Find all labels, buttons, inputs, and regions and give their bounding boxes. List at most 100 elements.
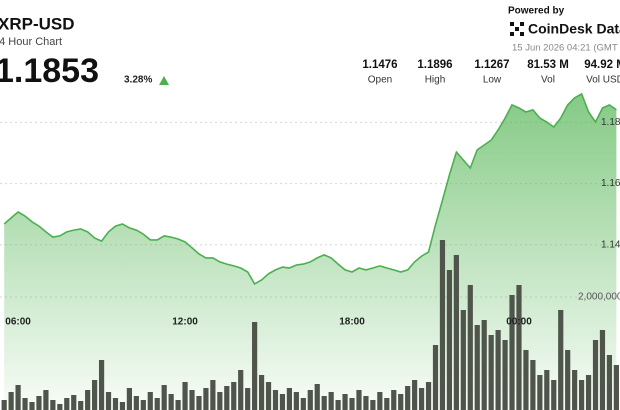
stat-label: Vol USD bbox=[586, 75, 620, 86]
volume-bar bbox=[613, 365, 619, 410]
volume-bar bbox=[314, 384, 320, 410]
volume-bar bbox=[558, 310, 564, 410]
volume-bar bbox=[544, 370, 550, 410]
volume-bar bbox=[210, 380, 216, 410]
volume-bar bbox=[565, 350, 571, 410]
volume-bar bbox=[224, 386, 230, 410]
volume-bar bbox=[258, 375, 265, 410]
volume-bar bbox=[551, 380, 557, 410]
y-tick-label: 1.14 bbox=[601, 239, 620, 250]
volume-bar bbox=[405, 386, 411, 410]
volume-bar bbox=[50, 400, 56, 410]
stat-value: 1.1267 bbox=[474, 59, 509, 71]
volume-bar bbox=[231, 382, 237, 410]
volume-bar bbox=[606, 355, 613, 410]
volume-bar bbox=[585, 375, 592, 410]
volume-bar bbox=[446, 270, 453, 410]
up-arrow bbox=[159, 76, 169, 85]
stat-label: High bbox=[425, 75, 446, 86]
volume-bar bbox=[15, 385, 21, 410]
stat-label: Low bbox=[483, 75, 502, 86]
volume-bar bbox=[342, 394, 348, 410]
volume-bar bbox=[203, 388, 209, 410]
volume-bar bbox=[119, 402, 126, 410]
powered-by: Powered by bbox=[508, 6, 565, 17]
logo-text: CoinDesk Data bbox=[528, 21, 620, 37]
volume-bar bbox=[154, 398, 160, 410]
volume-bar bbox=[245, 388, 251, 410]
volume-bar bbox=[1, 400, 7, 410]
volume-bar bbox=[516, 285, 522, 410]
volume-bar bbox=[523, 350, 529, 410]
y-tick-label: 1.16 bbox=[601, 178, 620, 189]
volume-bar bbox=[71, 395, 77, 410]
x-tick-label: 00:00 bbox=[506, 317, 532, 328]
volume-bar bbox=[578, 380, 585, 410]
volume-bar bbox=[530, 360, 536, 410]
stat-label: Vol bbox=[541, 75, 555, 86]
subtitle: 24 Hour Chart bbox=[0, 36, 62, 48]
volume-bar bbox=[384, 398, 390, 410]
volume-bar bbox=[85, 390, 91, 410]
volume-bar bbox=[133, 396, 139, 410]
volume-bar bbox=[377, 392, 383, 410]
volume-bar bbox=[293, 392, 299, 410]
volume-bar bbox=[252, 322, 258, 410]
stat-value: 1.1896 bbox=[417, 59, 452, 71]
volume-bar bbox=[537, 375, 543, 410]
stat-label: Open bbox=[368, 75, 392, 86]
volume-bar bbox=[29, 402, 35, 410]
volume-bar bbox=[418, 388, 425, 410]
volume-bar bbox=[328, 392, 334, 410]
volume-bar bbox=[467, 285, 473, 410]
volume-bar bbox=[509, 295, 515, 410]
volume-bar bbox=[105, 392, 112, 410]
price-line bbox=[3, 92, 617, 285]
stats: 1.1476 Open 1.1896 High 1.1267 Low 81.53 M Vol 9… bbox=[362, 59, 620, 86]
volume-bar bbox=[412, 380, 418, 410]
volume-bar bbox=[321, 396, 327, 410]
volume-bar bbox=[370, 400, 376, 410]
stat-value: 81.53 M bbox=[527, 59, 569, 71]
volume-bar bbox=[488, 335, 494, 410]
x-tick-label: 12:00 bbox=[172, 317, 198, 328]
volume-bar bbox=[599, 330, 606, 410]
volume-bar bbox=[112, 398, 119, 410]
volume-bar bbox=[439, 240, 446, 410]
volume-bar bbox=[78, 401, 84, 410]
volume-bar bbox=[64, 398, 70, 410]
volume-bar bbox=[460, 310, 466, 410]
volume-bar bbox=[502, 340, 508, 410]
volume-bar bbox=[217, 392, 223, 410]
y2-tick-label: 2,000,000 bbox=[578, 292, 620, 303]
y-tick-label: 1.18 bbox=[601, 117, 620, 128]
volume-bar bbox=[356, 390, 362, 410]
volume-bar bbox=[36, 396, 42, 410]
volume-bar bbox=[474, 325, 480, 410]
x-tick-label: 18:00 bbox=[339, 317, 365, 328]
volume-bar bbox=[300, 398, 306, 410]
volume-bar bbox=[168, 394, 174, 410]
volume-bar bbox=[8, 392, 14, 410]
volume-bar bbox=[189, 390, 195, 410]
volume-bar bbox=[22, 398, 28, 410]
stat-value: 1.1476 bbox=[362, 59, 397, 71]
volume-bar bbox=[391, 390, 397, 410]
volume-bar bbox=[432, 345, 439, 410]
volume-bar bbox=[363, 396, 369, 410]
volume-bar bbox=[307, 390, 313, 410]
timestamp: 15 Jun 2026 04:21 (GMT bbox=[512, 43, 618, 54]
price: 1.1853 bbox=[0, 52, 99, 90]
volume-bar bbox=[98, 360, 105, 410]
logo-icon bbox=[510, 22, 524, 36]
volume-bar bbox=[279, 394, 286, 410]
volume-bar bbox=[481, 320, 487, 410]
volume-bar bbox=[272, 390, 279, 410]
volume-bar bbox=[196, 396, 202, 410]
volume-bar bbox=[349, 398, 355, 410]
plot: 1.14 1.16 1.18 2,000,000 06:00 12:00 18:00 00:0… bbox=[0, 92, 620, 410]
volume-bar bbox=[238, 370, 244, 410]
volume-bar bbox=[592, 340, 599, 410]
volume-bar bbox=[335, 400, 341, 410]
volume-bar bbox=[43, 390, 49, 410]
